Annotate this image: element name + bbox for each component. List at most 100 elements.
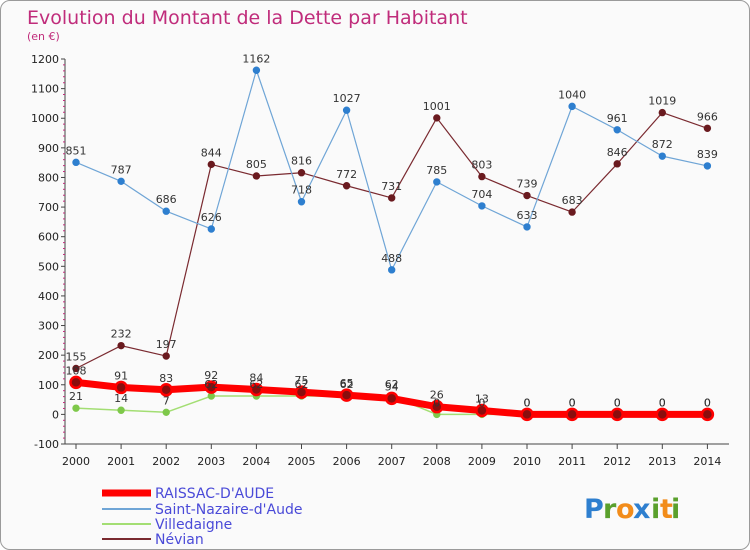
data-label-nevian: 1001: [423, 100, 451, 113]
data-label-villedaigne: 0: [569, 396, 576, 409]
data-label-raissac: 0: [614, 396, 621, 409]
y-tick-label: 100: [38, 379, 59, 392]
y-tick-label: 900: [38, 142, 59, 155]
data-label-villedaigne: 0: [614, 396, 621, 409]
data-point-raissac: [114, 380, 128, 395]
data-label-nevian: 683: [562, 194, 583, 207]
data-label-saint-nazaire: 686: [156, 193, 177, 206]
data-point-saint-nazaire: [478, 202, 486, 210]
data-labels: 851 787 686 626 1162 718 1027 488 785 704 633 1040 9…: [66, 52, 718, 409]
data-label-villedaigne: 62: [385, 378, 399, 391]
data-point-nevian: [207, 160, 216, 169]
x-tick-label: 2003: [197, 455, 225, 468]
data-point-nevian: [72, 364, 80, 373]
data-label-saint-nazaire: 872: [652, 138, 673, 151]
data-label-saint-nazaire: 1027: [333, 92, 361, 105]
x-tick-label: 2012: [603, 455, 631, 468]
data-label-villedaigne: 0: [659, 396, 666, 409]
data-point-villedaigne: [162, 408, 170, 417]
x-tick-label: 2011: [558, 455, 586, 468]
data-point-saint-nazaire: [568, 102, 576, 111]
y-tick-label: 600: [38, 231, 59, 244]
data-point-raissac: [475, 403, 489, 418]
data-point-raissac: [159, 383, 173, 397]
data-label-villedaigne: 14: [114, 392, 128, 405]
data-point-saint-nazaire: [658, 152, 666, 160]
x-tick-label: 2001: [107, 455, 135, 468]
data-point-villedaigne: [72, 404, 80, 412]
logo-letter: i: [651, 494, 660, 525]
data-label-raissac: 84: [249, 372, 263, 385]
x-tick-label: 2008: [423, 455, 451, 468]
data-label-villedaigne: 0: [478, 396, 485, 409]
x-tick-label: 2005: [288, 455, 316, 468]
data-point-saint-nazaire: [117, 177, 125, 186]
data-point-saint-nazaire: [613, 126, 621, 134]
data-label-nevian: 155: [66, 350, 87, 363]
x-tick-label: 2000: [62, 455, 90, 468]
data-label-nevian: 816: [291, 155, 312, 168]
x-tick-label: 2004: [242, 455, 270, 468]
data-label-raissac: 75: [295, 374, 309, 387]
axes: -100010020030040050060070080090010001100…: [31, 53, 729, 468]
data-point-raissac: [249, 382, 264, 397]
data-point-nevian: [117, 341, 125, 350]
data-point-raissac: [294, 385, 309, 399]
data-label-saint-nazaire: 961: [607, 112, 628, 125]
data-point-saint-nazaire: [72, 158, 80, 167]
data-label-nevian: 1019: [648, 95, 676, 108]
data-label-villedaigne: 62: [204, 378, 218, 391]
data-label-saint-nazaire: 626: [201, 211, 222, 224]
data-label-raissac: 0: [659, 396, 666, 409]
data-point-nevian: [703, 124, 712, 133]
data-label-raissac: 54: [385, 380, 399, 393]
chart-title: Evolution du Montant de la Dette par Hab…: [27, 7, 468, 29]
data-point-raissac: [700, 407, 715, 422]
legend-label-villedaigne: Villedaigne: [155, 517, 232, 533]
data-point-nevian: [252, 172, 261, 180]
data-label-raissac: 0: [524, 396, 531, 409]
series-layer: [69, 66, 715, 422]
data-label-raissac: 13: [475, 393, 489, 406]
y-tick-label: 1100: [31, 83, 59, 96]
x-tick-label: 2007: [378, 455, 406, 468]
data-point-raissac: [204, 380, 219, 394]
data-label-villedaigne: 7: [163, 394, 170, 407]
data-label-villedaigne: 62: [340, 378, 354, 391]
data-label-raissac: 65: [340, 377, 354, 390]
data-label-nevian: 803: [471, 159, 492, 172]
y-tick-label: -100: [34, 438, 59, 451]
legend-label-nevian: Névian: [155, 532, 204, 548]
data-point-saint-nazaire: [297, 198, 306, 206]
data-point-saint-nazaire: [162, 207, 170, 215]
data-point-saint-nazaire: [388, 266, 396, 274]
data-label-raissac: 0: [569, 396, 576, 409]
x-tick-label: 2010: [513, 455, 541, 468]
data-point-nevian: [478, 172, 486, 181]
legend: RAISSAC-D'AUDESaint-Nazaire-d'AudeVilled…: [102, 486, 302, 548]
data-point-villedaigne: [117, 406, 125, 414]
data-point-saint-nazaire: [207, 225, 216, 233]
data-point-raissac: [430, 399, 444, 414]
data-point-nevian: [523, 191, 531, 200]
data-label-raissac: 92: [204, 369, 218, 382]
legend-label-raissac: RAISSAC-D'AUDE: [155, 486, 274, 502]
data-point-raissac: [565, 407, 579, 422]
x-tick-label: 2006: [333, 455, 361, 468]
x-tick-label: 2013: [648, 455, 676, 468]
data-point-raissac: [520, 407, 534, 422]
data-label-raissac: 91: [114, 369, 128, 382]
data-label-saint-nazaire: 851: [66, 144, 87, 157]
data-point-nevian: [388, 194, 396, 202]
data-label-nevian: 739: [517, 178, 538, 191]
y-tick-label: 1000: [31, 112, 59, 125]
y-tick-label: 1200: [31, 53, 59, 66]
series-line-saint-nazaire: [75, 69, 709, 271]
data-label-saint-nazaire: 633: [517, 209, 538, 222]
data-label-nevian: 844: [201, 146, 222, 159]
data-point-raissac: [655, 407, 670, 422]
logo-letter: t: [660, 494, 673, 525]
data-point-nevian: [342, 182, 351, 190]
data-point-nevian: [568, 208, 576, 216]
